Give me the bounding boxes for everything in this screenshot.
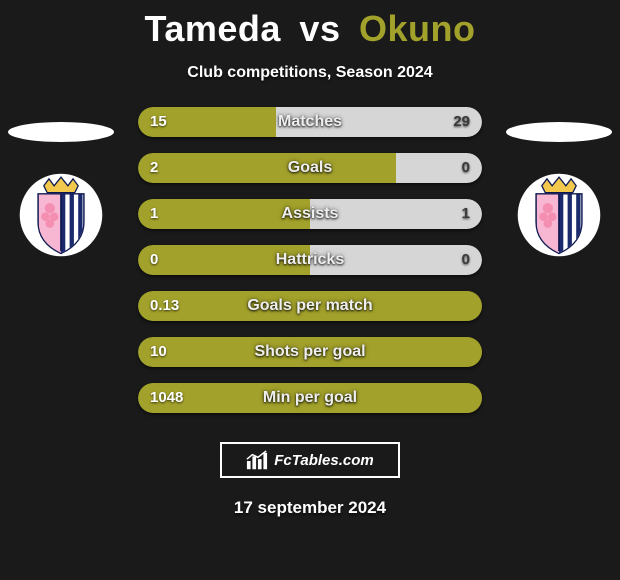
player1-crest bbox=[18, 172, 104, 258]
page-title: Tameda vs Okuno bbox=[0, 0, 620, 50]
brand-text: FcTables.com bbox=[274, 452, 373, 469]
player1-name: Tameda bbox=[145, 8, 281, 49]
chart-icon bbox=[246, 450, 268, 470]
stat-row: 1048Min per goal bbox=[138, 383, 482, 413]
player2-photo-placeholder bbox=[506, 122, 612, 142]
stat-label: Goals per match bbox=[138, 291, 482, 321]
stat-row: 0.13Goals per match bbox=[138, 291, 482, 321]
stats-card: 1529Matches 20Goals 11Assists 00Hattricks 0.… bbox=[138, 107, 482, 437]
player2-slot bbox=[504, 122, 614, 258]
stat-label: Goals bbox=[138, 153, 482, 183]
stat-label: Hattricks bbox=[138, 245, 482, 275]
player1-photo-placeholder bbox=[8, 122, 114, 142]
player2-crest bbox=[516, 172, 602, 258]
stat-label: Assists bbox=[138, 199, 482, 229]
stat-row: 00Hattricks bbox=[138, 245, 482, 275]
stat-label: Shots per goal bbox=[138, 337, 482, 367]
stat-label: Matches bbox=[138, 107, 482, 137]
brand-box: FcTables.com bbox=[220, 442, 400, 478]
date-text: 17 september 2024 bbox=[0, 498, 620, 518]
stat-row: 1529Matches bbox=[138, 107, 482, 137]
stat-row: 11Assists bbox=[138, 199, 482, 229]
player1-slot bbox=[6, 122, 116, 258]
player2-name: Okuno bbox=[359, 8, 476, 49]
stat-row: 10Shots per goal bbox=[138, 337, 482, 367]
subtitle: Club competitions, Season 2024 bbox=[0, 64, 620, 82]
stat-row: 20Goals bbox=[138, 153, 482, 183]
stat-label: Min per goal bbox=[138, 383, 482, 413]
vs-text: vs bbox=[299, 8, 340, 49]
